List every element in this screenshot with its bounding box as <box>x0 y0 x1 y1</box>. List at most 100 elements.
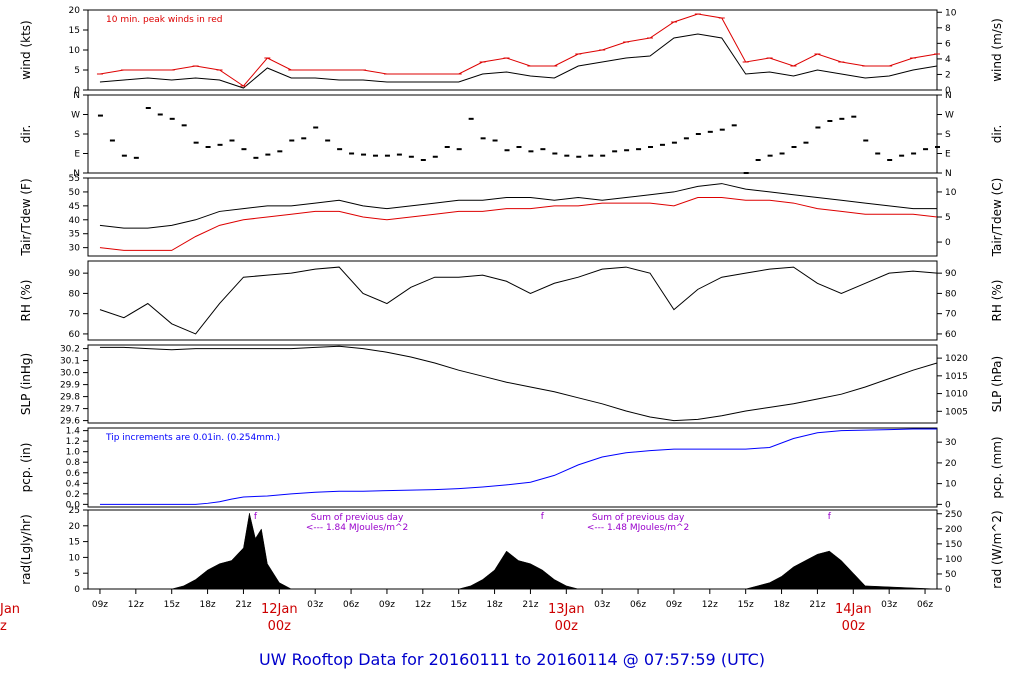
pcp-ylabel-left: pcp. (in) <box>19 443 33 493</box>
rad-ytick-right-label: 250 <box>945 510 962 520</box>
dir-series-0-point <box>97 114 103 117</box>
wind-ytick-left-label: 20 <box>69 6 81 16</box>
x-tick-label: 03z <box>881 600 897 610</box>
rad-ytick-left-label: 0 <box>74 585 80 595</box>
rad-marker: f <box>828 512 832 522</box>
pcp-ytick-right-label: 30 <box>945 438 957 448</box>
dir-series-0-point <box>839 117 845 120</box>
dir-series-0-point <box>480 137 486 140</box>
rad-ytick-right-label: 100 <box>945 555 962 565</box>
x-tick-label: 09z <box>666 600 682 610</box>
dir-series-0-point <box>707 130 713 133</box>
dir-series-0-point <box>767 154 773 157</box>
slp-ylabel-left: SLP (inHg) <box>19 353 33 415</box>
pcp-ytick-right-label: 20 <box>945 459 957 469</box>
slp-ytick-left-label: 30.0 <box>60 369 80 379</box>
dir-series-0-point <box>325 139 331 142</box>
dir-series-0-point <box>121 154 127 157</box>
rh-ylabel-left: RH (%) <box>19 280 33 322</box>
dir-ytick-left-label: N <box>73 169 80 179</box>
dir-series-0-point <box>743 172 749 174</box>
pcp-ytick-right-label: 0 <box>945 500 951 510</box>
dir-ytick-left-label: W <box>71 111 80 121</box>
dir-series-0-point <box>552 152 558 155</box>
dir-series-0-point <box>468 117 474 120</box>
dir-series-0-point <box>241 148 247 151</box>
dir-ytick-right-label: E <box>945 150 951 160</box>
dir-series-0-point <box>588 154 594 157</box>
rh-ytick-right-label: 90 <box>945 269 957 279</box>
dir-series-0-point <box>600 154 606 157</box>
pcp-ytick-left-label: 0.6 <box>66 469 81 479</box>
x-tick-label: 03z <box>594 600 610 610</box>
dir-series-0-point <box>671 141 677 144</box>
x-tick-label: 09z <box>92 600 108 610</box>
temp-ytick-left-label: 30 <box>69 244 81 254</box>
temp-ytick-left-label: 50 <box>69 188 81 198</box>
pcp-ytick-left-label: 0.2 <box>66 490 80 500</box>
dir-series-0-point <box>636 148 642 151</box>
temp-ytick-right-label: 0 <box>945 238 951 248</box>
slp-ytick-left-label: 29.6 <box>60 417 80 427</box>
rad-ytick-right-label: 150 <box>945 540 962 550</box>
x-day-time: 00z <box>555 619 579 634</box>
dir-series-0-point <box>133 156 139 159</box>
x-tick-label: 03z <box>307 600 323 610</box>
dir-series-0-point <box>803 141 809 144</box>
pcp-ytick-right-label: 10 <box>945 480 957 490</box>
dir-series-0-point <box>217 143 223 146</box>
slp-ytick-right-label: 1020 <box>945 354 968 364</box>
wind-ytick-right-label: 2 <box>945 70 951 80</box>
slp-series-0-line <box>99 345 938 422</box>
rad-ytick-right-label: 50 <box>945 570 957 580</box>
rad-ylabel-left: rad(Lgly/hr) <box>19 514 33 585</box>
dir-series-0-point <box>827 120 833 122</box>
slp-ytick-left-label: 29.8 <box>60 393 80 403</box>
wind-ytick-right-label: 6 <box>945 39 951 49</box>
dir-series-0-point <box>253 156 259 159</box>
dir-series-0-point <box>779 152 785 155</box>
rh-ytick-right-label: 60 <box>945 330 957 340</box>
dir-series-0-point <box>145 107 151 109</box>
dir-series-0-point <box>408 155 414 158</box>
dir-series-0-point <box>372 154 378 157</box>
x-day-label: 12Jan <box>261 602 298 617</box>
x-day-label: 14Jan <box>835 602 872 617</box>
x-tick-label: 06z <box>917 600 933 610</box>
dir-series-0-point <box>349 152 355 155</box>
dir-series-0-point <box>612 150 618 153</box>
x-day-time: 00z <box>268 619 292 634</box>
dir-series-0-point <box>719 128 725 131</box>
x-tick-label: 15z <box>164 600 180 610</box>
dir-series-0-point <box>791 146 797 148</box>
dir-series-0-point <box>337 148 343 151</box>
x-day-label: 13Jan <box>548 602 585 617</box>
rh-panel: 60 70 80 90 60 70 80 90 RH (%) RH (%) <box>19 260 1004 341</box>
dir-series-0-point <box>169 117 175 120</box>
slp-ytick-right-label: 1015 <box>945 372 968 382</box>
dir-series-0-point <box>755 159 761 161</box>
wind-annotation: 10 min. peak winds in red <box>106 15 223 25</box>
temp-ytick-left-label: 45 <box>69 202 80 212</box>
dir-ytick-left-label: E <box>74 150 80 160</box>
rad-ytick-left-label: 25 <box>69 506 80 516</box>
temp-frame <box>87 177 938 257</box>
slp-ytick-left-label: 29.7 <box>60 405 80 415</box>
dir-ytick-right-label: N <box>945 91 952 101</box>
rad-ytick-left-label: 5 <box>74 569 80 579</box>
temp-series-1-line <box>99 197 938 251</box>
x-day-time-clipped: z <box>0 619 7 634</box>
temp-panel: 30 35 40 45 50 55 0 5 10 Tair/Tdew (F) Tair/Tdew (… <box>19 174 1004 257</box>
wind-series-0-line <box>99 33 938 89</box>
rad-annotation-0-line2: <--- 1.84 MJoules/m^2 <box>306 523 408 533</box>
dir-ytick-right-label: W <box>945 111 954 121</box>
pcp-ytick-left-label: 0.8 <box>66 458 81 468</box>
dir-series-0-point <box>277 150 283 153</box>
x-tick-label: 15z <box>451 600 467 610</box>
dir-series-0-point <box>911 152 917 155</box>
rad-marker: f <box>254 512 258 522</box>
rad-annotation-1-line1: Sum of previous day <box>592 513 685 523</box>
